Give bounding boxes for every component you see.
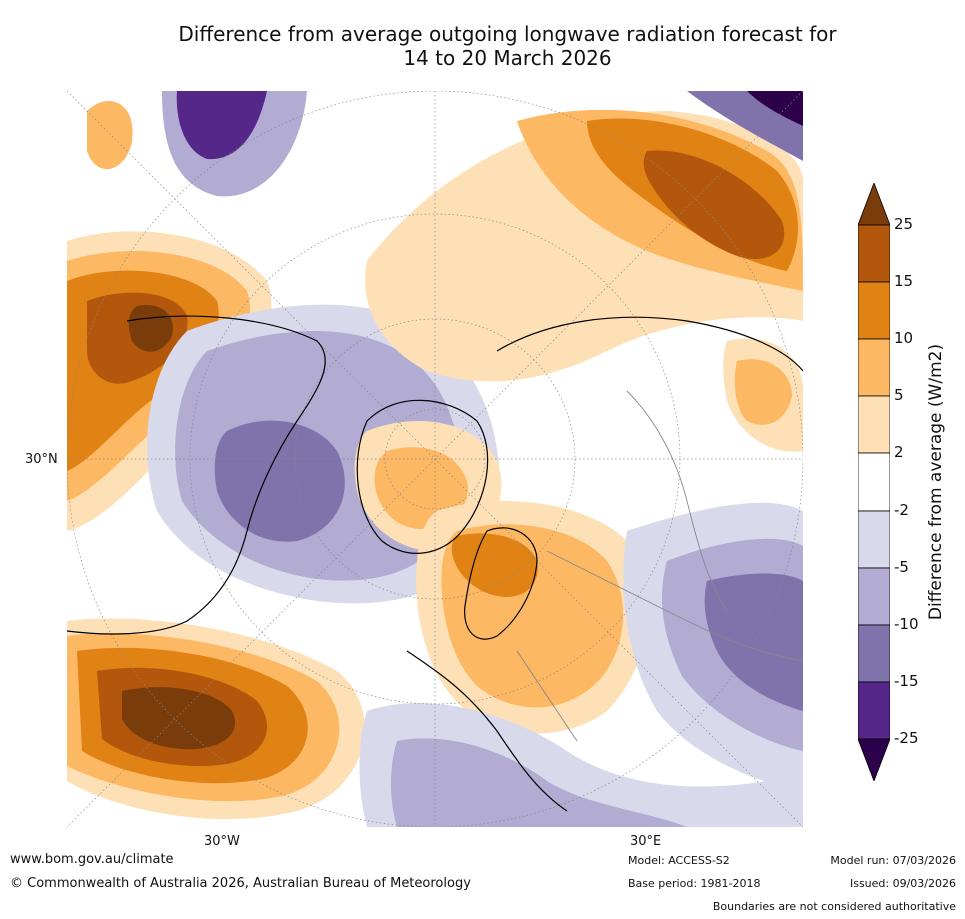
anomaly-europe-orange-inner xyxy=(451,533,538,597)
colorbar-bin-2-neg2 xyxy=(858,452,890,512)
coastline-scandinavia xyxy=(464,527,538,640)
colorbar-tick-neg15: -15 xyxy=(894,672,919,690)
graticule-circle-85 xyxy=(384,408,486,510)
footer-model: Model: ACCESS-S2 xyxy=(628,854,730,867)
title-line-1: Difference from average outgoing longwav… xyxy=(178,22,837,46)
colorbar-bin-neg2-neg5 xyxy=(858,510,890,569)
anomaly-canada-purple-inner xyxy=(214,420,345,542)
colorbar-bin-25-15 xyxy=(858,224,890,283)
title-line-2: 14 to 20 March 2026 xyxy=(403,46,612,70)
colorbar-extend-top xyxy=(858,183,890,226)
anomaly-pacific-orange-peak xyxy=(122,687,236,750)
colorbar-extend-bottom xyxy=(858,738,890,781)
anomaly-northeast-purple-core xyxy=(747,91,803,126)
colorbar-bin-neg15-neg25 xyxy=(858,681,890,740)
footer-model-run: Model run: 07/03/2026 xyxy=(830,854,956,867)
colorbar-tick-10: 10 xyxy=(894,329,914,347)
footer-base-period: Base period: 1981-2018 xyxy=(628,877,761,890)
coastline-eurasia xyxy=(496,316,803,372)
coastline-north-america xyxy=(67,315,326,635)
colorbar-bin-neg5-neg10 xyxy=(858,567,890,626)
anomaly-south-purple-inner xyxy=(391,738,687,827)
longitude-label-30w: 30°W xyxy=(204,834,240,849)
colorbar-tick-2: 2 xyxy=(894,443,904,461)
colorbar-tick-5: 5 xyxy=(894,386,904,404)
anomaly-greenland-orange-inner xyxy=(374,447,468,529)
boundary-russia-west xyxy=(546,550,803,662)
latitude-label-30n: 30°N xyxy=(25,452,58,467)
anomaly-east-orange-small-inner xyxy=(734,359,792,425)
graticule-meridian-diag2 xyxy=(67,91,803,827)
boundary-europe xyxy=(516,650,578,742)
coastline-europe xyxy=(406,650,568,812)
graticule xyxy=(67,91,803,827)
colorbar-tick-neg5: -5 xyxy=(894,558,909,576)
country-boundaries xyxy=(516,390,803,742)
colorbar-bin-15-10 xyxy=(858,281,890,340)
footer-issued: Issued: 09/03/2026 xyxy=(849,877,956,890)
colorbar-tick-neg25: -25 xyxy=(894,729,919,747)
colorbar-bin-neg10-neg15 xyxy=(858,624,890,683)
coastlines xyxy=(67,315,803,812)
colorbar-bin-5-2 xyxy=(858,395,890,454)
anomaly-north-atlantic-upper-core xyxy=(176,91,267,160)
colorbar-tick-neg2: -2 xyxy=(894,501,909,519)
boundary-central-asia xyxy=(626,390,728,612)
anomaly-siberia-orange-core xyxy=(643,150,785,260)
colorbar-tick-15: 15 xyxy=(894,272,914,290)
coastline-greenland xyxy=(356,399,489,554)
colorbar-bin-10-5 xyxy=(858,338,890,397)
anomaly-top-left-orange xyxy=(87,101,133,170)
polar-map xyxy=(67,91,803,827)
colorbar-label: Difference from average (W/m2) xyxy=(926,343,946,621)
chart-title: Difference from average outgoing longwav… xyxy=(60,22,955,70)
colorbar-tick-25: 25 xyxy=(894,215,914,233)
colorbar-tick-neg10: -10 xyxy=(894,615,919,633)
colorbar xyxy=(858,183,890,781)
footer-disclaimer: Boundaries are not considered authoritat… xyxy=(712,900,956,913)
map-canvas xyxy=(67,91,803,827)
anomaly-asia-purple-inner xyxy=(704,573,803,711)
longitude-label-30e: 30°E xyxy=(630,834,662,849)
footer-website[interactable]: www.bom.gov.au/climate xyxy=(10,852,174,867)
footer-copyright: © Commonwealth of Australia 2026, Austra… xyxy=(10,876,471,891)
